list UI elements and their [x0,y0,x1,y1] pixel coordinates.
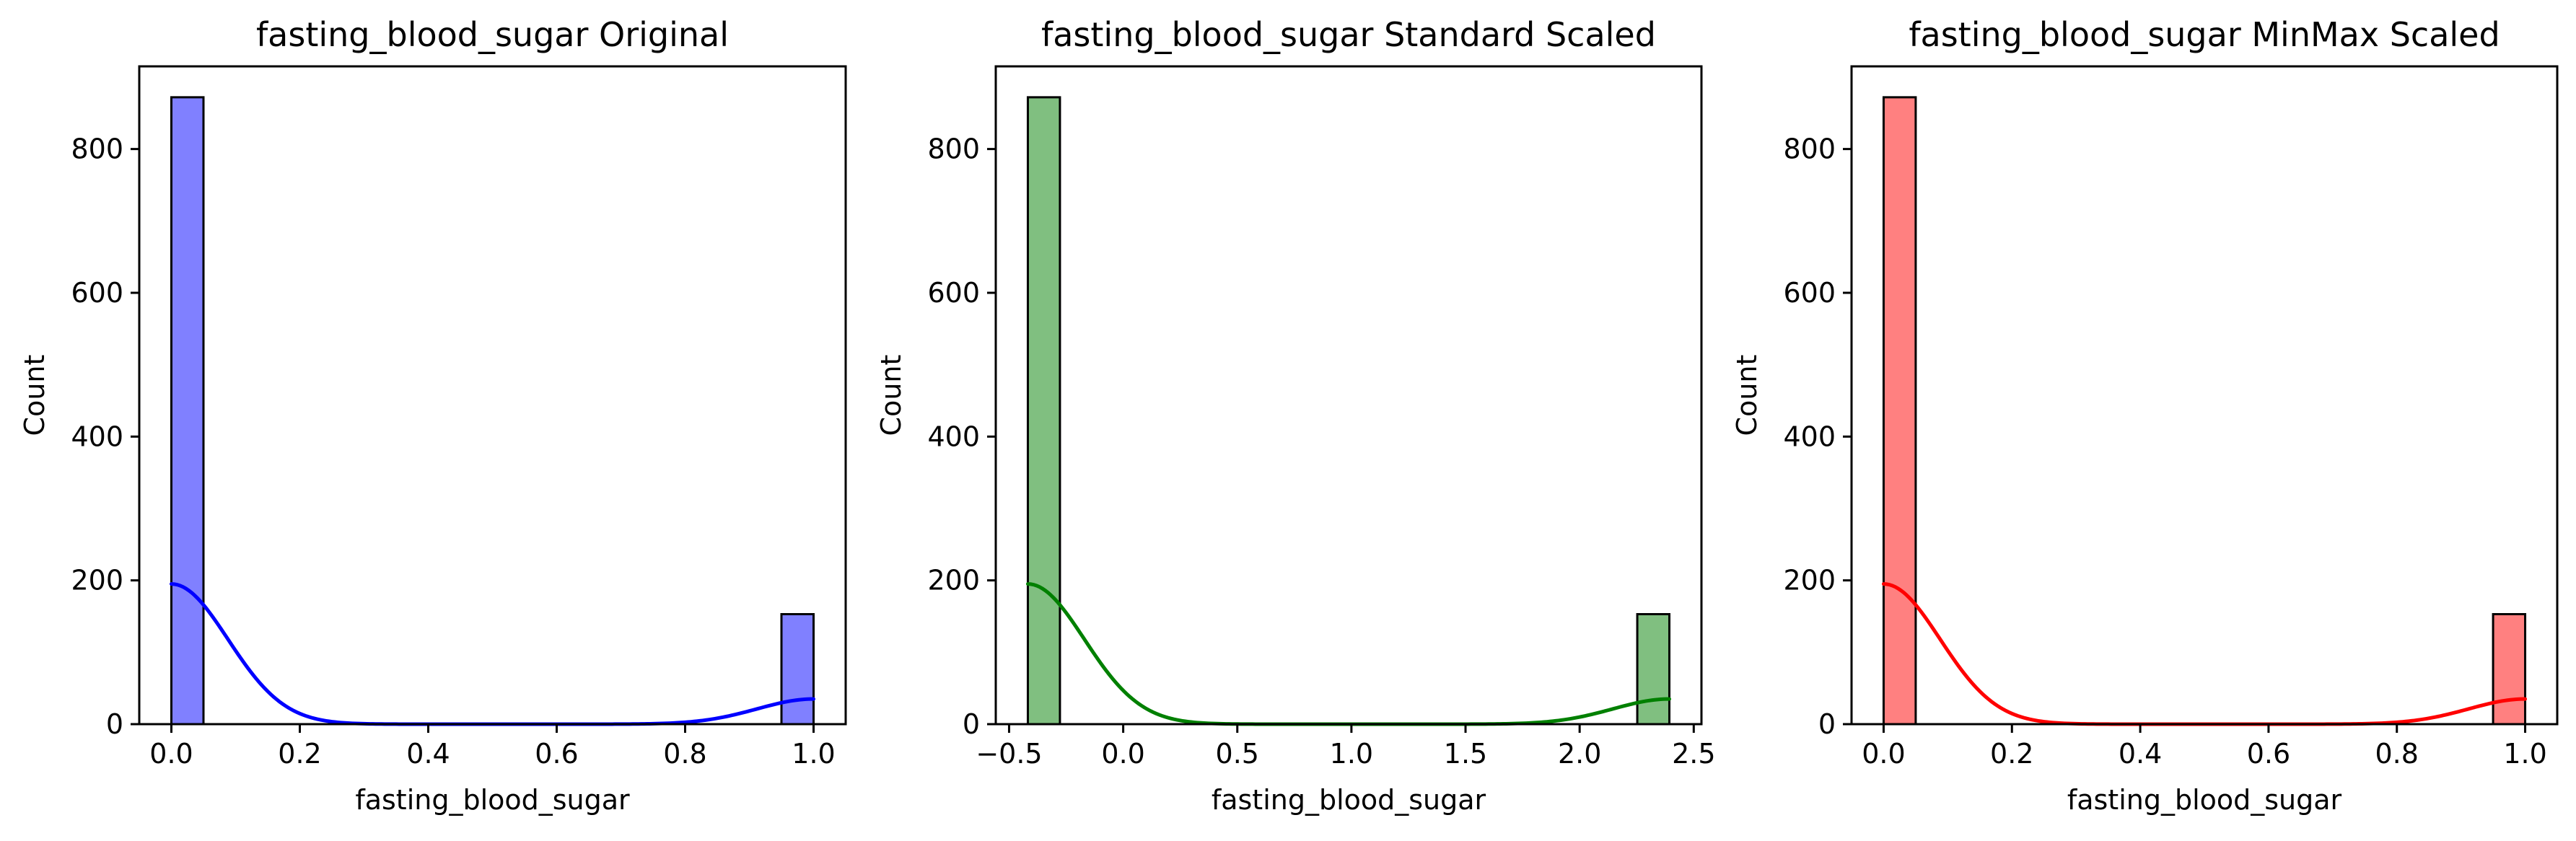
x-tick-label: 0.8 [2375,738,2419,770]
chart-title: fasting_blood_sugar MinMax Scaled [1909,15,2500,54]
y-tick-label: 600 [927,277,980,309]
axes-frame [138,65,847,726]
y-tick-label: 0 [963,708,980,740]
y-tick-label: 200 [71,565,123,596]
x-tick-label: 0.2 [278,738,321,770]
axes-frame [994,65,1703,726]
y-tick-label: 200 [1783,565,1836,596]
x-tick-label: 0.4 [406,738,450,770]
kde-line [1881,582,2528,726]
y-tick-label: 800 [927,133,980,165]
x-tick-label: 0.0 [1862,738,1905,770]
x-tick-label: 0.8 [663,738,706,770]
x-tick-label: 0.0 [149,738,193,770]
x-tick-label: 0.6 [2247,738,2290,770]
histogram-bar [2492,613,2527,726]
kde-line [1025,582,1672,726]
subplot-2: −0.5 0.0 0.5 1.0 1.5 2.0 2.5 0 200 400 600 800 fasti… [875,15,1716,816]
x-tick-label: 2.5 [1672,738,1715,770]
x-tick-label: 0.6 [535,738,578,770]
subplot-3: 0.0 0.2 0.4 0.6 0.8 1.0 0 200 400 600 800 fasting_b… [1731,15,2559,816]
subplot-1: 0.0 0.2 0.4 0.6 0.8 1.0 0 200 400 600 800 fasting_b… [19,15,847,816]
x-tick-label: 2.0 [1558,738,1601,770]
x-tick-label: 1.0 [1330,738,1373,770]
y-tick-label: 0 [106,708,123,740]
y-tick-label: 800 [71,133,123,165]
x-tick-label: 0.5 [1216,738,1259,770]
y-tick-label: 600 [71,277,123,309]
histogram-bar [1026,96,1061,726]
kde-line [170,582,815,726]
x-tick-label: −0.5 [976,738,1042,770]
y-tick-label: 600 [1783,277,1836,309]
y-tick-label: 800 [1783,133,1836,165]
y-tick-label: 0 [1818,708,1836,740]
chart-title: fasting_blood_sugar Original [256,15,729,54]
x-axis-label: fasting_blood_sugar [355,784,630,816]
x-tick-label: 0.4 [2119,738,2162,770]
chart-title: fasting_blood_sugar Standard Scaled [1041,15,1656,54]
y-axis-label: Count [1731,355,1763,436]
histogram-bar [170,96,205,726]
x-axis-label: fasting_blood_sugar [2067,784,2342,816]
histogram-bar [1882,96,1917,726]
y-axis-label: Count [875,355,907,436]
x-tick-label: 1.5 [1444,738,1487,770]
histogram-bar [780,613,815,726]
x-tick-label: 0.2 [1990,738,2033,770]
x-tick-label: 1.0 [2503,738,2546,770]
y-tick-label: 400 [1783,420,1836,452]
histogram-bar [1636,613,1671,726]
x-tick-label: 1.0 [792,738,835,770]
x-axis-label: fasting_blood_sugar [1212,784,1486,816]
y-tick-label: 400 [71,420,123,452]
y-tick-label: 400 [927,420,980,452]
y-tick-label: 200 [927,565,980,596]
y-axis-label: Count [19,355,51,436]
axes-frame [1850,65,2559,726]
x-tick-label: 0.0 [1101,738,1144,770]
